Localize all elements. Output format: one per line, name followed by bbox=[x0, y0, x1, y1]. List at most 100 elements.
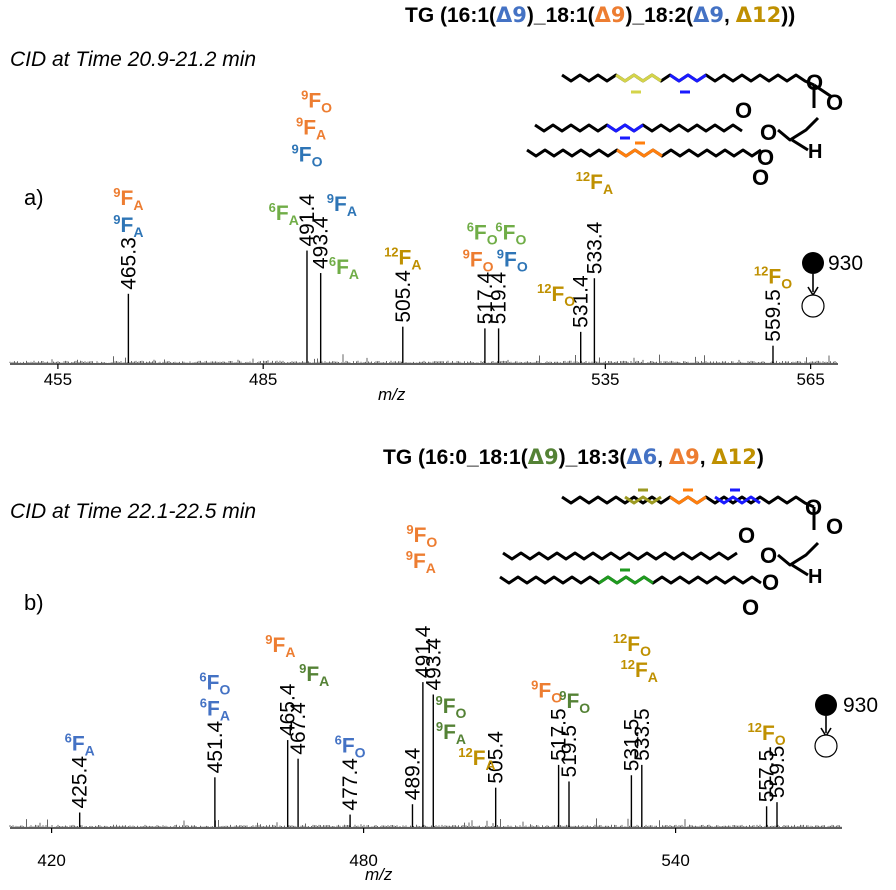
peak-label: 559.5 bbox=[762, 289, 785, 342]
svg-text:O: O bbox=[806, 70, 823, 95]
fragment-annotation: 9FO bbox=[497, 246, 528, 274]
lipid-structure-icon: O O O O H O O bbox=[499, 488, 843, 620]
peak-label: 477.4 bbox=[339, 758, 362, 811]
svg-text:O: O bbox=[805, 495, 822, 520]
panel-b-x-ticks: 420 480 540 bbox=[37, 828, 690, 870]
lipid-structure-icon: O O O O H O O bbox=[526, 70, 843, 190]
fragment-annotation: 6FO bbox=[335, 733, 366, 761]
fragment-annotation: 9FO bbox=[559, 688, 590, 716]
fragment-annotation: 6FA bbox=[65, 731, 95, 759]
fragment-annotation: 6FO bbox=[467, 219, 498, 247]
peak-label: 519.5 bbox=[558, 725, 581, 778]
fragment-annotation: 9FA bbox=[299, 661, 329, 689]
peak-label: 465.4 bbox=[277, 683, 300, 736]
svg-text:H: H bbox=[808, 566, 822, 588]
panel-b-subtitle: CID at Time 22.1-22.5 min bbox=[10, 500, 256, 523]
baseline-noise-trace bbox=[9, 818, 842, 827]
fragment-annotation: 9FA bbox=[436, 719, 466, 747]
peak-label: 531.5 bbox=[620, 719, 643, 772]
fragment-annotation: 12FA bbox=[384, 245, 421, 273]
fragment-annotation: 9FO bbox=[531, 678, 562, 706]
peak-label: 451.4 bbox=[204, 720, 227, 773]
fragment-annotation: 6FA bbox=[329, 254, 359, 282]
fragment-annotation: 12FA bbox=[458, 745, 495, 773]
peak-label: 517.4 bbox=[474, 272, 497, 325]
panel-a-x-ticks: 455 485 535 565 bbox=[44, 364, 825, 389]
panel-a-precursor-marker: 930 bbox=[801, 252, 863, 318]
panel-b-x-axis-label: m/z bbox=[365, 865, 393, 884]
baseline-noise-trace bbox=[9, 354, 837, 363]
fragment-annotation: 12FO bbox=[754, 264, 792, 292]
svg-text:O: O bbox=[757, 145, 774, 170]
peak-label: 493.4 bbox=[422, 638, 445, 691]
fragment-annotation: 9FO bbox=[406, 522, 437, 550]
svg-text:O: O bbox=[742, 595, 759, 620]
peak-label: 557.5 bbox=[756, 750, 779, 803]
fragment-annotation: 9FO bbox=[301, 88, 332, 116]
peak-label: 533.5 bbox=[631, 708, 654, 761]
x-tick-label: 485 bbox=[249, 370, 277, 389]
panel-b-precursor-mz: 930 bbox=[843, 694, 878, 717]
peak-label: 491.4 bbox=[296, 194, 319, 247]
fragment-annotation: 6FA bbox=[269, 200, 299, 228]
fragment-annotation: 6FA bbox=[200, 695, 230, 723]
peak-label: 425.4 bbox=[69, 756, 92, 809]
panel-a-label: a) bbox=[24, 185, 44, 210]
panel-a-precursor-mz: 930 bbox=[828, 252, 863, 275]
fragment-annotation: 9FA bbox=[113, 212, 143, 240]
peak-label: 505.4 bbox=[485, 731, 508, 784]
fragment-annotation: 9FO bbox=[292, 142, 323, 170]
peak-label: 493.4 bbox=[310, 216, 333, 269]
open-circle-product-icon bbox=[801, 294, 825, 318]
x-tick-label: 455 bbox=[44, 370, 72, 389]
svg-text:O: O bbox=[762, 570, 779, 595]
x-tick-label: 540 bbox=[661, 851, 689, 870]
fragment-annotation: 12FA bbox=[620, 657, 657, 685]
fragment-annotation: 9FA bbox=[406, 548, 436, 576]
fragment-annotation: 9FA bbox=[265, 632, 295, 660]
fragment-annotation: 9FA bbox=[113, 185, 143, 213]
x-tick-label: 565 bbox=[796, 370, 824, 389]
svg-text:O: O bbox=[738, 523, 755, 548]
fragment-annotation: 9FO bbox=[463, 246, 494, 274]
svg-text:O: O bbox=[735, 98, 752, 123]
panel-a-title: TG (16:1(Δ9)_18:1(Δ9)_18:2(Δ9, Δ12)) bbox=[405, 3, 795, 27]
panel-b-fragment-annotations: 6FA6FO6FA9FA9FA6FO9FO9FA9FO9FA12FA9FO9FO… bbox=[65, 522, 786, 773]
peak-label: 531.4 bbox=[570, 275, 593, 328]
x-tick-label: 420 bbox=[37, 851, 65, 870]
x-tick-label: 535 bbox=[591, 370, 619, 389]
fragment-annotation: 6FO bbox=[495, 219, 526, 247]
fragment-annotation: 9FA bbox=[296, 115, 326, 143]
panel-b-title: TG (16:0_18:1(Δ9)_18:3(Δ6, Δ9, Δ12) bbox=[383, 445, 764, 469]
peak-label: 491.4 bbox=[412, 625, 435, 678]
panel-b-label: b) bbox=[24, 590, 44, 615]
fragment-annotation: 12FO bbox=[613, 631, 651, 659]
panel-b-precursor-marker: 930 bbox=[814, 694, 878, 758]
panel-a-subtitle: CID at Time 20.9-21.2 min bbox=[10, 48, 256, 71]
panel-b: TG (16:0_18:1(Δ9)_18:3(Δ6, Δ9, Δ12) CID … bbox=[9, 445, 878, 884]
svg-text:O: O bbox=[826, 90, 843, 115]
svg-text:O: O bbox=[760, 543, 777, 568]
panel-a-peaks bbox=[127, 250, 774, 363]
peak-label: 489.4 bbox=[401, 747, 424, 800]
peak-label: 467.4 bbox=[287, 702, 310, 755]
peak-label: 465.3 bbox=[117, 237, 140, 290]
fragment-annotation: 6FO bbox=[199, 669, 230, 697]
filled-circle-precursor-icon bbox=[802, 252, 824, 274]
peak-label: 533.4 bbox=[583, 221, 606, 274]
svg-text:O: O bbox=[826, 514, 843, 539]
panel-a-x-axis-label: m/z bbox=[378, 385, 406, 404]
peak-label: 517.5 bbox=[548, 708, 571, 761]
peak-label: 505.4 bbox=[392, 270, 415, 323]
fragment-annotation: 12FO bbox=[748, 720, 786, 748]
panel-b-baseline-noise bbox=[9, 818, 842, 827]
panel-a-baseline-noise bbox=[9, 354, 837, 363]
fragment-annotation: 12FO bbox=[537, 281, 575, 309]
fragment-annotation: 9FA bbox=[327, 191, 357, 219]
fragment-annotation: 9FO bbox=[435, 693, 466, 721]
peak-label: 559.5 bbox=[766, 746, 789, 799]
svg-text:O: O bbox=[752, 165, 769, 190]
